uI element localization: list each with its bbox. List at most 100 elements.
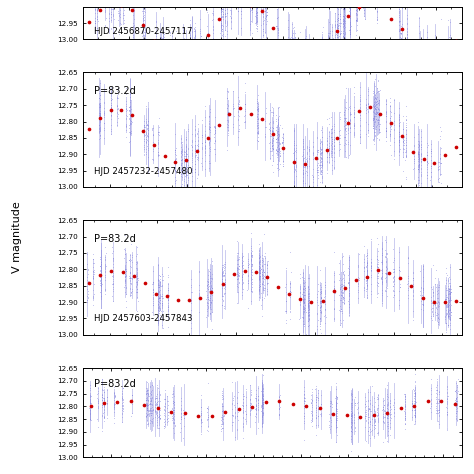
Point xyxy=(191,27,198,35)
Point xyxy=(191,132,199,139)
Point xyxy=(259,20,267,28)
Point xyxy=(445,46,452,54)
Point xyxy=(182,153,190,160)
Point xyxy=(346,110,354,118)
Point xyxy=(209,2,217,10)
Point xyxy=(352,3,360,10)
Point xyxy=(156,35,164,42)
Point xyxy=(308,400,315,407)
Point xyxy=(313,133,321,141)
Point xyxy=(417,67,425,74)
Point xyxy=(91,19,99,27)
Point xyxy=(107,10,115,18)
Point xyxy=(383,422,391,430)
Point xyxy=(336,131,344,138)
Point xyxy=(411,384,419,392)
Text: HJD 2457603-2457843: HJD 2457603-2457843 xyxy=(94,314,193,323)
Point xyxy=(317,293,325,301)
Point xyxy=(390,406,398,413)
Point xyxy=(208,285,216,292)
Point xyxy=(447,18,454,25)
Point xyxy=(140,121,148,129)
Point xyxy=(435,408,443,415)
Point xyxy=(188,58,196,66)
Point xyxy=(414,137,422,145)
Point xyxy=(305,76,313,83)
Point xyxy=(234,268,242,276)
Point xyxy=(386,419,394,427)
Point xyxy=(203,408,211,416)
Point xyxy=(229,411,237,419)
Point xyxy=(121,231,128,239)
Point xyxy=(244,271,252,279)
Point xyxy=(241,267,248,275)
Point xyxy=(435,389,443,396)
Point xyxy=(238,273,246,281)
Point xyxy=(404,292,411,299)
Point xyxy=(97,274,105,282)
Point xyxy=(222,10,229,18)
Point xyxy=(339,32,347,40)
Point xyxy=(318,150,325,158)
Point xyxy=(317,302,325,310)
Point xyxy=(84,265,91,273)
Point xyxy=(401,414,409,422)
Point xyxy=(86,403,93,411)
Point xyxy=(255,102,262,109)
Point xyxy=(417,60,425,68)
Point xyxy=(126,121,133,129)
Point xyxy=(186,37,194,45)
Point xyxy=(153,391,161,398)
Point xyxy=(273,14,281,22)
Point xyxy=(211,125,219,132)
Point xyxy=(325,128,332,136)
Point xyxy=(109,278,117,285)
Point xyxy=(155,283,163,291)
Point xyxy=(363,267,371,274)
Point xyxy=(246,3,254,11)
Point xyxy=(143,121,150,129)
Point xyxy=(363,258,371,265)
Point xyxy=(118,392,126,399)
Point xyxy=(228,399,236,407)
Point xyxy=(416,75,423,82)
Point xyxy=(139,21,147,29)
Point xyxy=(299,285,307,292)
Point xyxy=(109,297,117,305)
Point xyxy=(286,287,294,295)
Point xyxy=(364,85,372,92)
Point xyxy=(182,135,190,143)
Point xyxy=(361,264,368,272)
Point xyxy=(309,172,317,180)
Point xyxy=(346,21,354,28)
Point xyxy=(313,161,321,169)
Point xyxy=(177,415,185,423)
Point xyxy=(333,402,340,410)
Point xyxy=(428,334,436,341)
Point xyxy=(383,284,391,292)
Point xyxy=(411,400,419,408)
Point xyxy=(329,49,337,57)
Point xyxy=(306,162,313,170)
Point xyxy=(314,386,322,393)
Point xyxy=(114,110,122,118)
Point xyxy=(378,258,385,265)
Point xyxy=(382,237,389,244)
Point xyxy=(284,52,292,59)
Point xyxy=(372,94,380,102)
Point xyxy=(238,261,246,269)
Point xyxy=(326,423,333,430)
Point xyxy=(126,130,133,138)
Point xyxy=(181,53,188,61)
Point xyxy=(111,391,118,399)
Point xyxy=(423,52,430,59)
Point xyxy=(296,314,303,322)
Point xyxy=(433,283,440,291)
Point xyxy=(208,308,216,316)
Point xyxy=(401,409,409,417)
Point xyxy=(165,35,173,43)
Point xyxy=(318,140,325,148)
Point xyxy=(188,74,196,82)
Point xyxy=(432,395,440,403)
Point xyxy=(347,411,355,419)
